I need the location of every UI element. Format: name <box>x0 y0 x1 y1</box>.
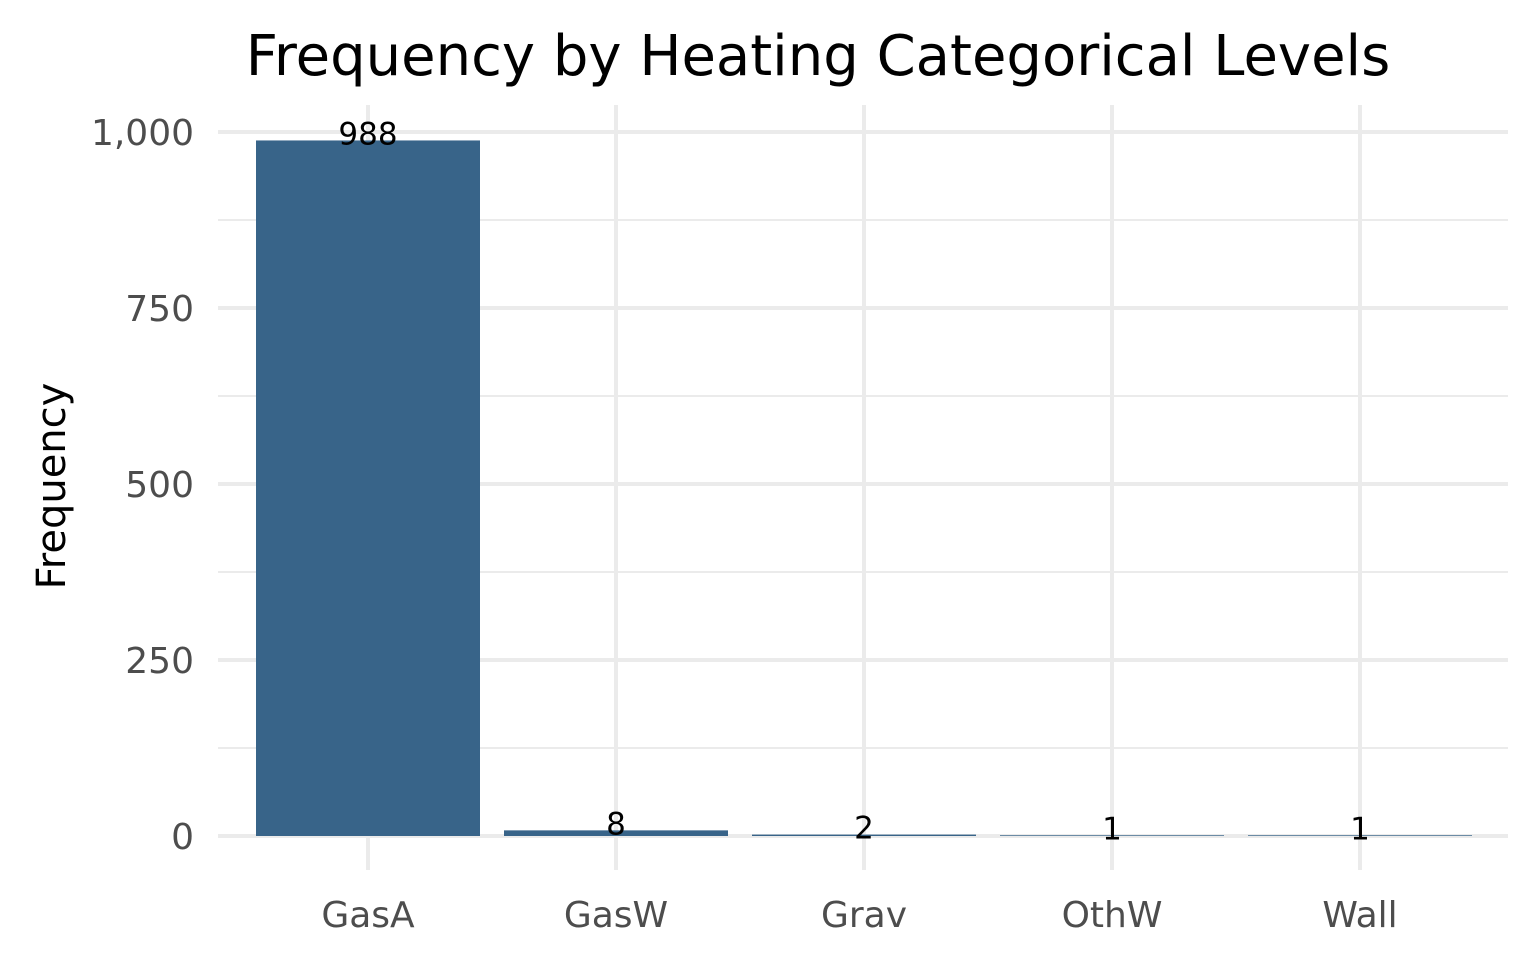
x-tick-label: OthW <box>1062 895 1163 936</box>
bars <box>256 140 1472 836</box>
chart-title: Frequency by Heating Categorical Levels <box>246 24 1391 89</box>
y-tick-label: 500 <box>125 465 194 506</box>
y-tick-label: 750 <box>125 289 194 330</box>
y-axis-label: Frequency <box>29 383 75 590</box>
x-tick-label: GasA <box>321 895 415 936</box>
y-tick-label: 1,000 <box>91 113 194 154</box>
x-tick-label: Wall <box>1322 895 1397 936</box>
data-label-wall: 1 <box>1350 811 1370 847</box>
bar-gasw <box>504 830 728 836</box>
y-tick-label: 0 <box>171 817 194 858</box>
data-label-gasw: 8 <box>606 806 626 842</box>
x-tick-label: Grav <box>821 895 907 936</box>
data-labels: 988 8 2 1 1 <box>338 116 1369 847</box>
x-axis-ticks: GasA GasW Grav OthW Wall <box>321 895 1397 936</box>
data-label-grav: 2 <box>854 811 874 847</box>
bar-gasa <box>256 140 480 836</box>
bar-othw <box>1000 835 1224 836</box>
data-label-gasa: 988 <box>338 116 397 152</box>
bar-grav <box>752 834 976 836</box>
data-label-othw: 1 <box>1102 811 1122 847</box>
y-axis-ticks: 0 250 500 750 1,000 <box>91 113 194 858</box>
y-tick-label: 250 <box>125 641 194 682</box>
bar-wall <box>1248 835 1472 836</box>
x-tick-label: GasW <box>564 895 668 936</box>
